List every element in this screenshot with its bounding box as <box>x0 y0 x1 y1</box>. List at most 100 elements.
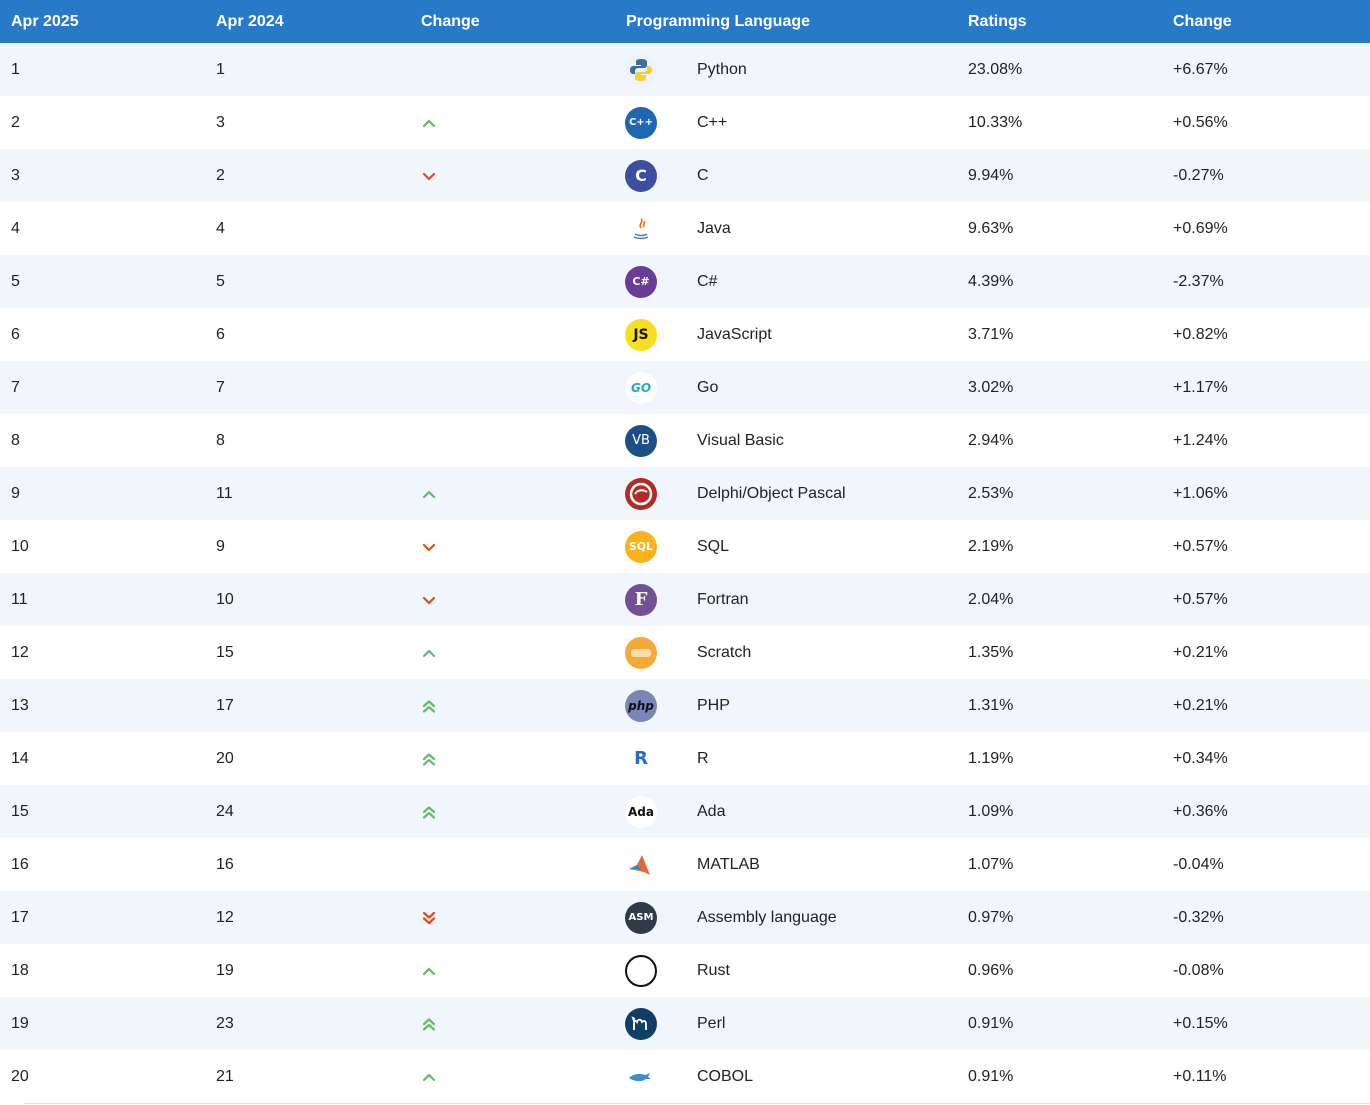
language-name[interactable]: SQL <box>697 537 730 555</box>
rank-apr-2024: 15 <box>216 643 234 661</box>
rating-change: +0.56% <box>1173 113 1228 131</box>
rating-value: 9.63% <box>968 219 1014 237</box>
arrow-up-icon <box>421 486 615 502</box>
rank-apr-2025: 19 <box>11 1014 29 1032</box>
language-logo <box>615 626 697 679</box>
rank-apr-2024: 23 <box>216 1014 234 1032</box>
language-name[interactable]: Scratch <box>697 643 752 661</box>
language-name[interactable]: C++ <box>697 113 728 131</box>
rating-change: +0.57% <box>1173 590 1228 608</box>
arrow-up-icon <box>421 963 615 979</box>
language-logo: ASM <box>615 891 697 944</box>
language-logo <box>615 43 697 96</box>
rust-icon <box>625 954 657 987</box>
rating-change: +6.67% <box>1173 60 1228 78</box>
rating-change: +0.21% <box>1173 696 1228 714</box>
rating-value: 0.96% <box>968 961 1014 979</box>
language-name[interactable]: Rust <box>697 961 730 979</box>
language-name[interactable]: Java <box>697 219 731 237</box>
rating-change: +1.06% <box>1173 484 1228 502</box>
rank-apr-2024: 24 <box>216 802 234 820</box>
rank-apr-2024: 10 <box>216 590 234 608</box>
change-indicator <box>410 944 615 997</box>
change-indicator <box>410 997 615 1050</box>
rank-apr-2025: 17 <box>11 908 29 926</box>
arrow-down-icon <box>421 592 615 608</box>
arrow-down-icon <box>421 539 615 555</box>
language-name[interactable]: Visual Basic <box>697 431 784 449</box>
language-logo: VB <box>615 414 697 467</box>
header-apr-2025[interactable]: Apr 2025 <box>11 12 79 30</box>
rating-change: +0.21% <box>1173 643 1228 661</box>
perl-icon <box>625 1007 657 1040</box>
rank-apr-2024: 20 <box>216 749 234 767</box>
language-name[interactable]: JavaScript <box>697 325 772 343</box>
rank-apr-2025: 12 <box>11 643 29 661</box>
language-name[interactable]: MATLAB <box>697 855 760 873</box>
table-row: 14 20 R R 1.19% +0.34% <box>0 732 1370 785</box>
language-name[interactable]: Ada <box>697 802 726 820</box>
language-logo: C <box>615 149 697 202</box>
rank-apr-2024: 12 <box>216 908 234 926</box>
language-name[interactable]: Go <box>697 378 719 396</box>
rating-change: +0.69% <box>1173 219 1228 237</box>
language-name[interactable]: Delphi/Object Pascal <box>697 484 846 502</box>
change-indicator <box>410 838 615 891</box>
table-row: 13 17 php PHP 1.31% +0.21% <box>0 679 1370 732</box>
rating-change: +0.15% <box>1173 1014 1228 1032</box>
language-logo <box>615 1050 697 1103</box>
cobol-icon <box>625 1060 657 1093</box>
header-programming-language[interactable]: Programming Language <box>626 12 811 30</box>
language-logo <box>615 997 697 1050</box>
change-indicator <box>410 467 615 520</box>
rating-change: -0.27% <box>1173 166 1224 184</box>
rank-apr-2025: 13 <box>11 696 29 714</box>
rank-apr-2025: 5 <box>11 272 20 290</box>
change-indicator <box>410 1050 615 1103</box>
language-name[interactable]: Assembly language <box>697 908 837 926</box>
ada-icon: Ada <box>625 795 657 828</box>
matlab-icon <box>625 848 657 881</box>
visual-basic-icon: VB <box>625 424 657 457</box>
rating-change: +0.82% <box>1173 325 1228 343</box>
table-row: 2 3 C++ C++ 10.33% +0.56% <box>0 96 1370 149</box>
language-name[interactable]: C# <box>697 272 718 290</box>
rating-value: 10.33% <box>968 113 1023 131</box>
change-indicator <box>410 202 615 255</box>
rating-value: 3.71% <box>968 325 1014 343</box>
language-logo: JS <box>615 308 697 361</box>
rating-value: 23.08% <box>968 60 1023 78</box>
rank-apr-2025: 3 <box>11 166 20 184</box>
rating-change: -2.37% <box>1173 272 1224 290</box>
rank-apr-2024: 6 <box>216 325 225 343</box>
cpp-icon: C++ <box>625 106 657 139</box>
arrow-up-icon <box>421 1069 615 1085</box>
table-row: 9 11 Delphi/Object Pascal 2.53% +1.06% <box>0 467 1370 520</box>
language-name[interactable]: Fortran <box>697 590 749 608</box>
rating-value: 0.91% <box>968 1067 1014 1085</box>
language-name[interactable]: Perl <box>697 1014 726 1032</box>
table-row: 6 6 JS JavaScript 3.71% +0.82% <box>0 308 1370 361</box>
header-ratings[interactable]: Ratings <box>968 12 1027 30</box>
language-name[interactable]: R <box>697 749 709 767</box>
python-icon <box>625 53 657 86</box>
language-name[interactable]: PHP <box>697 696 730 714</box>
rank-apr-2025: 10 <box>11 537 29 555</box>
rating-value: 1.07% <box>968 855 1014 873</box>
header-apr-2024[interactable]: Apr 2024 <box>216 12 284 30</box>
header-change-percent[interactable]: Change <box>1173 12 1232 30</box>
table-row: 20 21 COBOL 0.91% +0.11% <box>0 1050 1370 1103</box>
language-logo <box>615 202 697 255</box>
language-name[interactable]: C <box>697 166 709 184</box>
change-indicator <box>410 414 615 467</box>
rank-apr-2025: 7 <box>11 378 20 396</box>
language-name[interactable]: Python <box>697 60 747 78</box>
header-change[interactable]: Change <box>421 12 480 30</box>
table-row: 16 16 MATLAB 1.07% -0.04% <box>0 838 1370 891</box>
rating-value: 2.53% <box>968 484 1014 502</box>
change-indicator <box>410 785 615 838</box>
change-indicator <box>410 149 615 202</box>
language-logo: R <box>615 732 697 785</box>
rating-change: +0.34% <box>1173 749 1228 767</box>
language-name[interactable]: COBOL <box>697 1067 754 1085</box>
